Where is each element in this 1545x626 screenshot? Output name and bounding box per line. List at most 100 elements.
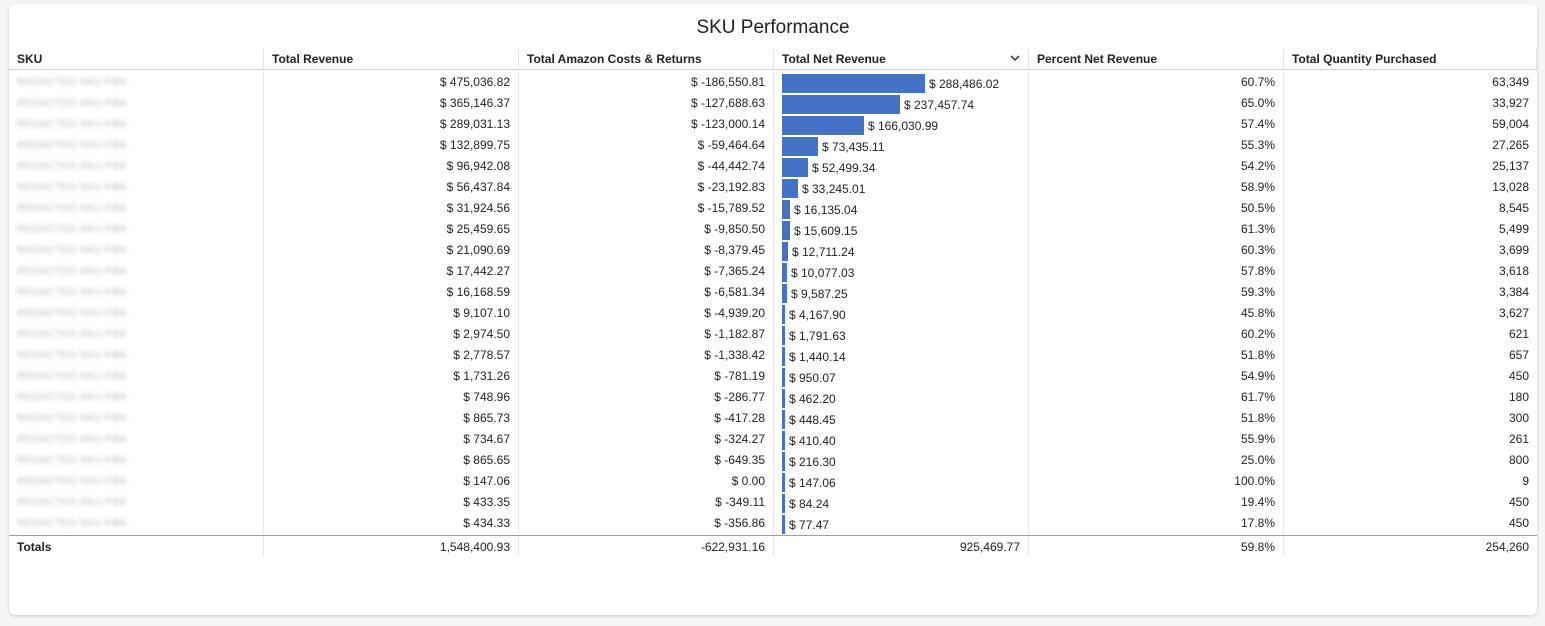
table-row[interactable]: REDACTED-SKU-FBA $ 289,031.13 $ -123,000.1… bbox=[9, 114, 1537, 135]
percent-net-revenue-cell: 55.3% bbox=[1028, 135, 1283, 156]
sku-table: SKU Total Revenue Total Amazon Costs & R… bbox=[9, 49, 1537, 556]
table-row[interactable]: REDACTED-SKU-FBA $ 433.35 $ -349.11 $ 84.24… bbox=[9, 492, 1537, 513]
sku-cell: REDACTED-SKU-FBA bbox=[17, 518, 127, 529]
amazon-costs-cell: $ -9,850.50 bbox=[518, 219, 773, 240]
total-revenue-cell: $ 132,899.75 bbox=[263, 135, 518, 156]
quantity-purchased-cell: 25,137 bbox=[1283, 156, 1537, 177]
table-row[interactable]: REDACTED-SKU-FBA $ 31,924.56 $ -15,789.52 $… bbox=[9, 198, 1537, 219]
column-header-percent-net-revenue[interactable]: Percent Net Revenue bbox=[1028, 49, 1283, 69]
percent-net-revenue-cell: 51.8% bbox=[1028, 408, 1283, 429]
sku-cell: REDACTED-SKU-FBA bbox=[17, 224, 127, 235]
totals-quantity: 254,260 bbox=[1283, 536, 1537, 556]
net-revenue-cell: $ 166,030.99 bbox=[773, 114, 1028, 135]
net-revenue-label: $ 448.45 bbox=[789, 413, 836, 427]
table-row[interactable]: REDACTED-SKU-FBA $ 434.33 $ -356.86 $ 77.47… bbox=[9, 513, 1537, 534]
total-revenue-cell: $ 865.73 bbox=[263, 408, 518, 429]
net-revenue-bar bbox=[782, 116, 864, 135]
sku-cell: REDACTED-SKU-FBA bbox=[17, 140, 127, 151]
net-revenue-label: $ 147.06 bbox=[789, 476, 836, 490]
quantity-purchased-cell: 63,349 bbox=[1283, 72, 1537, 93]
amazon-costs-cell: $ -123,000.14 bbox=[518, 114, 773, 135]
total-revenue-cell: $ 96,942.08 bbox=[263, 156, 518, 177]
net-revenue-bar bbox=[782, 431, 785, 450]
net-revenue-cell: $ 10,077.03 bbox=[773, 261, 1028, 282]
net-revenue-cell: $ 9,587.25 bbox=[773, 282, 1028, 303]
net-revenue-cell: $ 462.20 bbox=[773, 387, 1028, 408]
table-row[interactable]: REDACTED-SKU-FBA $ 56,437.84 $ -23,192.83 $… bbox=[9, 177, 1537, 198]
net-revenue-bar bbox=[782, 263, 787, 282]
table-row[interactable]: REDACTED-SKU-FBA $ 748.96 $ -286.77 $ 462.2… bbox=[9, 387, 1537, 408]
totals-percent: 59.8% bbox=[1028, 536, 1283, 556]
total-revenue-cell: $ 147.06 bbox=[263, 471, 518, 492]
table-row[interactable]: REDACTED-SKU-FBA $ 865.73 $ -417.28 $ 448.4… bbox=[9, 408, 1537, 429]
table-row[interactable]: REDACTED-SKU-FBA $ 96,942.08 $ -44,442.74 $… bbox=[9, 156, 1537, 177]
sku-cell: REDACTED-SKU-FBA bbox=[17, 350, 127, 361]
sku-cell: REDACTED-SKU-FBA bbox=[17, 287, 127, 298]
percent-net-revenue-cell: 19.4% bbox=[1028, 492, 1283, 513]
percent-net-revenue-cell: 61.7% bbox=[1028, 387, 1283, 408]
amazon-costs-cell: $ -6,581.34 bbox=[518, 282, 773, 303]
quantity-purchased-cell: 3,384 bbox=[1283, 282, 1537, 303]
amazon-costs-cell: $ -324.27 bbox=[518, 429, 773, 450]
net-revenue-label: $ 52,499.34 bbox=[812, 161, 876, 175]
total-revenue-cell: $ 25,459.65 bbox=[263, 219, 518, 240]
table-row[interactable]: REDACTED-SKU-FBA $ 17,442.27 $ -7,365.24 $ … bbox=[9, 261, 1537, 282]
table-row[interactable]: REDACTED-SKU-FBA $ 2,778.57 $ -1,338.42 $ 1… bbox=[9, 345, 1537, 366]
sku-cell: REDACTED-SKU-FBA bbox=[17, 476, 127, 487]
table-row[interactable]: REDACTED-SKU-FBA $ 475,036.82 $ -186,550.8… bbox=[9, 72, 1537, 93]
quantity-purchased-cell: 9 bbox=[1283, 471, 1537, 492]
table-row[interactable]: REDACTED-SKU-FBA $ 21,090.69 $ -8,379.45 $ … bbox=[9, 240, 1537, 261]
amazon-costs-cell: $ -186,550.81 bbox=[518, 72, 773, 93]
table-row[interactable]: REDACTED-SKU-FBA $ 16,168.59 $ -6,581.34 $ … bbox=[9, 282, 1537, 303]
amazon-costs-cell: $ -286.77 bbox=[518, 387, 773, 408]
net-revenue-label: $ 288,486.02 bbox=[929, 77, 1000, 91]
sku-cell: REDACTED-SKU-FBA bbox=[17, 119, 127, 130]
column-header-total-revenue[interactable]: Total Revenue bbox=[263, 49, 518, 69]
sku-cell: REDACTED-SKU-FBA bbox=[17, 371, 127, 382]
net-revenue-cell: $ 84.24 bbox=[773, 492, 1028, 513]
net-revenue-bar bbox=[782, 74, 925, 93]
percent-net-revenue-cell: 54.9% bbox=[1028, 366, 1283, 387]
net-revenue-cell: $ 77.47 bbox=[773, 513, 1028, 534]
net-revenue-cell: $ 52,499.34 bbox=[773, 156, 1028, 177]
table-row[interactable]: REDACTED-SKU-FBA $ 365,146.37 $ -127,688.6… bbox=[9, 93, 1537, 114]
amazon-costs-cell: $ -356.86 bbox=[518, 513, 773, 534]
sku-cell: REDACTED-SKU-FBA bbox=[17, 266, 127, 277]
total-revenue-cell: $ 31,924.56 bbox=[263, 198, 518, 219]
table-row[interactable]: REDACTED-SKU-FBA $ 734.67 $ -324.27 $ 410.4… bbox=[9, 429, 1537, 450]
net-revenue-bar bbox=[782, 368, 785, 387]
table-row[interactable]: REDACTED-SKU-FBA $ 1,731.26 $ -781.19 $ 950… bbox=[9, 366, 1537, 387]
quantity-purchased-cell: 800 bbox=[1283, 450, 1537, 471]
net-revenue-cell: $ 4,167.90 bbox=[773, 303, 1028, 324]
total-revenue-cell: $ 748.96 bbox=[263, 387, 518, 408]
net-revenue-label: $ 237,457.74 bbox=[904, 98, 975, 112]
amazon-costs-cell: $ -7,365.24 bbox=[518, 261, 773, 282]
table-row[interactable]: REDACTED-SKU-FBA $ 865.65 $ -649.35 $ 216.3… bbox=[9, 450, 1537, 471]
amazon-costs-cell: $ -417.28 bbox=[518, 408, 773, 429]
percent-net-revenue-cell: 100.0% bbox=[1028, 471, 1283, 492]
chevron-down-icon[interactable] bbox=[1008, 51, 1022, 65]
net-revenue-label: $ 16,135.04 bbox=[794, 203, 858, 217]
quantity-purchased-cell: 13,028 bbox=[1283, 177, 1537, 198]
net-revenue-bar bbox=[782, 494, 785, 513]
net-revenue-label: $ 84.24 bbox=[789, 497, 830, 511]
total-revenue-cell: $ 9,107.10 bbox=[263, 303, 518, 324]
column-header-quantity-purchased[interactable]: Total Quantity Purchased bbox=[1283, 49, 1537, 69]
net-revenue-bar bbox=[782, 389, 785, 408]
table-row[interactable]: REDACTED-SKU-FBA $ 9,107.10 $ -4,939.20 $ 4… bbox=[9, 303, 1537, 324]
net-revenue-cell: $ 1,440.14 bbox=[773, 345, 1028, 366]
column-header-net-revenue[interactable]: Total Net Revenue bbox=[773, 49, 1028, 69]
table-row[interactable]: REDACTED-SKU-FBA $ 25,459.65 $ -9,850.50 $ … bbox=[9, 219, 1537, 240]
quantity-purchased-cell: 657 bbox=[1283, 345, 1537, 366]
sku-cell: REDACTED-SKU-FBA bbox=[17, 308, 127, 319]
net-revenue-cell: $ 448.45 bbox=[773, 408, 1028, 429]
table-row[interactable]: REDACTED-SKU-FBA $ 132,899.75 $ -59,464.64… bbox=[9, 135, 1537, 156]
net-revenue-label: $ 15,609.15 bbox=[794, 224, 858, 238]
sku-cell: REDACTED-SKU-FBA bbox=[17, 413, 127, 424]
net-revenue-cell: $ 16,135.04 bbox=[773, 198, 1028, 219]
table-row[interactable]: REDACTED-SKU-FBA $ 2,974.50 $ -1,182.87 $ 1… bbox=[9, 324, 1537, 345]
table-row[interactable]: REDACTED-SKU-FBA $ 147.06 $ 0.00 $ 147.06 10… bbox=[9, 471, 1537, 492]
net-revenue-cell: $ 15,609.15 bbox=[773, 219, 1028, 240]
column-header-amazon-costs[interactable]: Total Amazon Costs & Returns bbox=[518, 49, 773, 69]
column-header-sku[interactable]: SKU bbox=[17, 52, 43, 66]
